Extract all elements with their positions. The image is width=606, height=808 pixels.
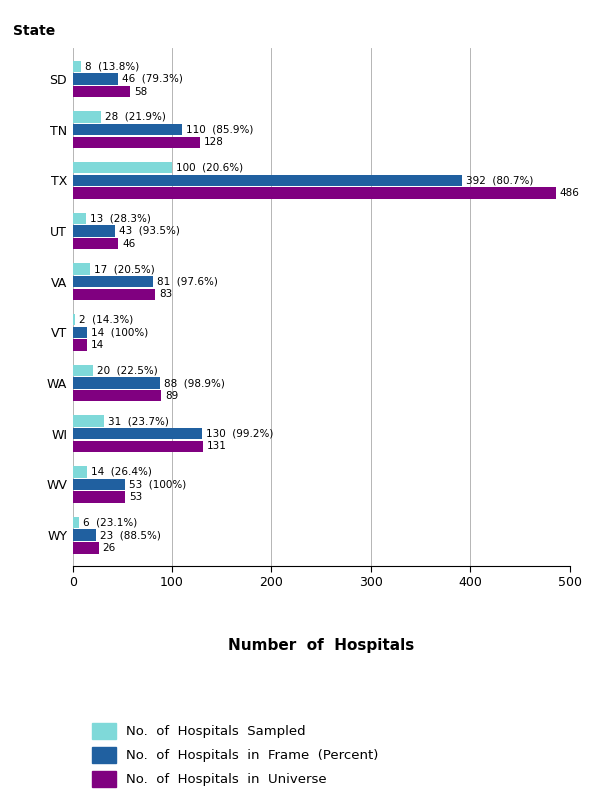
Bar: [73, 364, 93, 376]
Bar: [73, 213, 85, 224]
Bar: [73, 225, 116, 237]
Bar: [73, 112, 101, 123]
Bar: [73, 517, 79, 528]
Bar: [73, 326, 87, 338]
Text: 53: 53: [129, 492, 142, 502]
Bar: [73, 491, 125, 503]
Bar: [73, 162, 172, 174]
Text: 14  (26.4%): 14 (26.4%): [91, 467, 152, 477]
Text: 2  (14.3%): 2 (14.3%): [79, 314, 133, 325]
Text: 131: 131: [207, 441, 227, 452]
Bar: [73, 288, 155, 300]
Bar: [73, 187, 556, 199]
Text: 88  (98.9%): 88 (98.9%): [164, 378, 225, 388]
Bar: [73, 466, 87, 478]
Bar: [73, 276, 153, 288]
Text: 26: 26: [102, 543, 116, 553]
Bar: [73, 86, 130, 97]
Bar: [73, 74, 118, 85]
Text: 46: 46: [122, 238, 136, 249]
Bar: [73, 238, 118, 250]
Text: 14  (100%): 14 (100%): [91, 327, 148, 338]
Bar: [73, 314, 75, 326]
Bar: [73, 440, 203, 452]
Bar: [73, 479, 125, 490]
Text: 89: 89: [165, 391, 178, 401]
Text: 28  (21.9%): 28 (21.9%): [104, 112, 165, 122]
Text: 17  (20.5%): 17 (20.5%): [93, 264, 155, 274]
Bar: [73, 390, 161, 402]
Text: 128: 128: [204, 137, 224, 147]
Text: 486: 486: [560, 188, 579, 198]
Bar: [73, 542, 99, 553]
Bar: [73, 124, 182, 135]
Bar: [73, 263, 90, 275]
Text: 392  (80.7%): 392 (80.7%): [466, 175, 534, 185]
Legend: No.  of  Hospitals  Sampled, No.  of  Hospitals  in  Frame  (Percent), No.  of  : No. of Hospitals Sampled, No. of Hospita…: [85, 716, 385, 793]
Bar: [73, 529, 96, 541]
Text: 31  (23.7%): 31 (23.7%): [107, 416, 168, 426]
Text: 20  (22.5%): 20 (22.5%): [96, 365, 158, 376]
Bar: [73, 377, 160, 389]
Text: 46  (79.3%): 46 (79.3%): [122, 74, 183, 84]
Text: 8  (13.8%): 8 (13.8%): [85, 61, 139, 71]
Text: 43  (93.5%): 43 (93.5%): [119, 226, 181, 236]
Bar: [73, 175, 462, 186]
Text: 110  (85.9%): 110 (85.9%): [186, 124, 253, 135]
Text: 6  (23.1%): 6 (23.1%): [82, 517, 137, 528]
Text: 81  (97.6%): 81 (97.6%): [157, 276, 218, 287]
Text: 53  (100%): 53 (100%): [129, 479, 187, 490]
Bar: [73, 415, 104, 427]
Bar: [73, 61, 81, 72]
Text: 130  (99.2%): 130 (99.2%): [206, 429, 273, 439]
Text: 100  (20.6%): 100 (20.6%): [176, 162, 243, 173]
Bar: [73, 137, 200, 148]
Text: 14: 14: [91, 340, 104, 350]
Text: 13  (28.3%): 13 (28.3%): [90, 213, 150, 223]
Text: 23  (88.5%): 23 (88.5%): [99, 530, 161, 541]
Bar: [73, 428, 202, 440]
Text: Number  of  Hospitals: Number of Hospitals: [228, 638, 415, 654]
Text: 83: 83: [159, 289, 173, 300]
Text: State: State: [13, 24, 55, 38]
Bar: [73, 339, 87, 351]
Text: 58: 58: [135, 86, 148, 97]
